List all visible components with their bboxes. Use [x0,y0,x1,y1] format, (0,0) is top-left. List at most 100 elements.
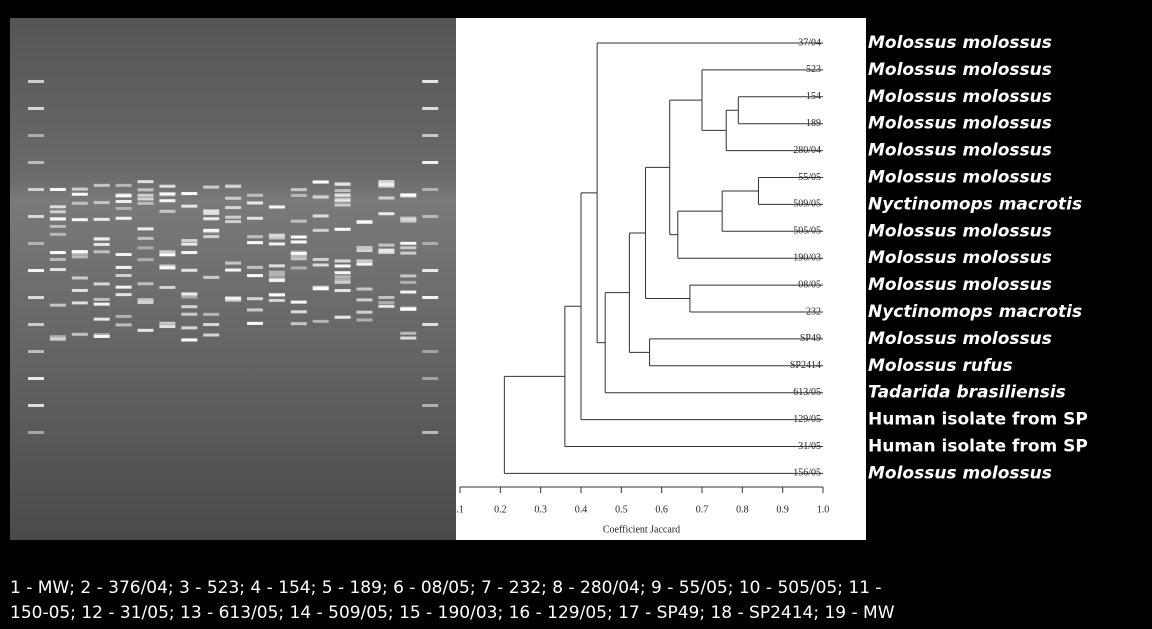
gel-band [93,237,110,241]
gel-band [137,282,154,286]
gel-band [356,262,373,266]
gel-band [137,301,154,305]
gel-band [49,205,66,209]
gel-band [400,219,417,223]
gel-band [71,288,88,292]
gel-band [334,227,351,231]
gel-band [93,334,110,338]
gel-band [181,326,198,330]
gel-band [181,204,198,208]
gel-band [93,317,110,321]
x-tick-label: 0.8 [736,504,749,515]
gel-band [290,188,307,192]
gel-band [422,350,439,353]
gel-band [71,192,88,196]
gel-band [268,264,285,268]
gel-band [356,310,373,314]
gel-band [137,298,154,302]
gel-band [356,259,373,263]
gel-band [28,107,44,110]
gel-band [400,274,417,278]
gel-band [203,323,220,327]
gel-band [400,290,417,294]
gel-band [181,242,198,246]
gel-band [290,235,307,239]
species-label: Nyctinomops macrotis [868,302,1082,322]
gel-band [181,312,198,316]
gel-band [378,180,395,184]
gel-band [334,275,351,279]
gel-band [115,323,132,327]
gel-band [28,404,44,407]
gel-band [378,184,395,188]
x-tick-label: 0.2 [494,504,507,515]
x-tick-label: 0.3 [534,504,547,515]
gel-band [400,251,417,255]
gel-band [115,194,132,198]
gel-band [334,271,351,275]
gel-band [28,215,44,218]
gel-band [312,194,329,198]
gel-band [247,241,263,245]
gel-band [422,377,439,380]
gel-band [71,218,88,222]
species-label: Molossus molossus [868,275,1052,295]
gel-band [181,305,198,309]
gel-band [225,261,242,265]
gel-band [28,269,44,272]
gel-band [28,188,44,191]
gel-band [356,249,373,253]
gel-band [422,215,439,218]
gel-band [422,188,439,191]
gel-band [247,321,263,325]
gel-band [159,209,176,213]
gel-band [334,194,351,198]
gel-band [159,321,176,325]
species-label: Molossus rufus [868,356,1013,376]
gel-band [115,183,132,187]
gel-band [71,301,88,305]
species-label: Molossus molossus [868,329,1052,349]
gel-band [268,270,285,274]
gel-band [203,333,220,337]
x-tick-label: 0.4 [575,504,588,515]
gel-band [422,296,439,299]
gel-band [49,224,66,228]
gel-band [159,199,176,203]
gel-band [28,431,44,434]
gel-band [203,212,220,216]
gel-band [422,323,439,326]
gel-band [181,239,198,243]
gel-band [247,308,263,312]
gel-band [290,257,307,261]
gel-band [49,268,66,272]
gel-band [312,287,329,291]
gel-band [247,216,263,220]
gel-band [137,246,154,250]
gel-band [28,296,44,299]
gel-band [93,333,110,337]
gel-band [49,251,66,255]
gel-band [49,337,66,341]
gel-band [71,250,88,254]
gel-band [334,264,351,268]
gel-band [312,257,329,261]
species-label: Molossus molossus [868,114,1052,134]
gel-band [268,298,285,302]
gel-band [137,188,154,192]
gel-band [71,255,88,259]
gel-band [334,289,351,293]
gel-band [268,233,285,237]
gel-band [137,236,154,240]
gel-band [268,293,285,297]
gel-band [334,189,351,193]
gel-band [181,192,198,196]
gel-band [49,232,66,236]
caption-line: 1 - MW; 2 - 376/04; 3 - 523; 4 - 154; 5 … [10,578,882,598]
species-label: Molossus molossus [868,221,1052,241]
gel-band [137,258,154,262]
gel-band [115,273,132,277]
gel-band [93,217,110,221]
gel-band [93,297,110,301]
